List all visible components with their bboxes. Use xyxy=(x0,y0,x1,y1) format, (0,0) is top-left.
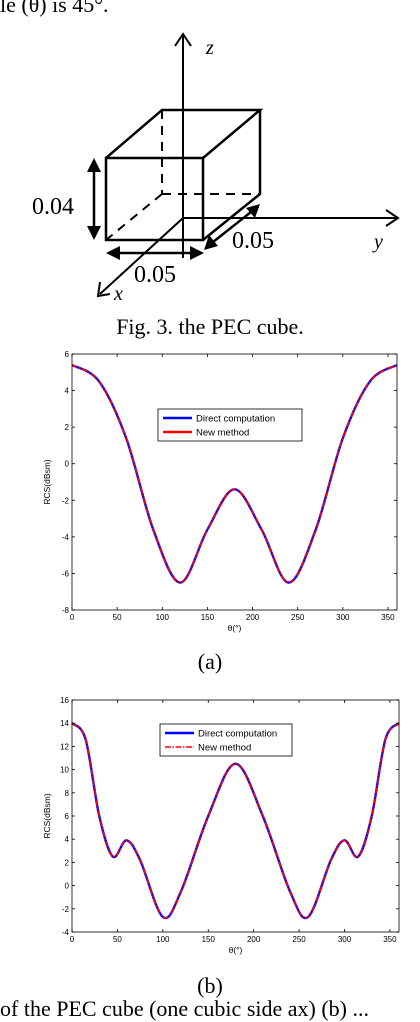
y-axis-arrow xyxy=(385,209,400,227)
legend-entry: Direct computation xyxy=(198,729,277,740)
y-tick-label: -4 xyxy=(62,533,70,542)
height-arrowhead-bottom xyxy=(87,226,101,240)
y-tick-label: -8 xyxy=(62,606,70,615)
figure-3-caption: Fig. 3. the PEC cube. xyxy=(116,314,304,339)
cube-top-face xyxy=(105,108,264,159)
x-tick-label: 300 xyxy=(338,935,352,944)
x-tick-label: 0 xyxy=(70,935,75,944)
x-tick-label: 50 xyxy=(113,935,122,944)
depth-label: 0.05 xyxy=(232,228,274,254)
legend-box xyxy=(157,408,303,442)
cube-hidden-edge-depth xyxy=(105,193,163,241)
width-arrowhead-left xyxy=(106,246,120,260)
y-tick-label: -4 xyxy=(62,928,70,937)
plot-frame xyxy=(71,353,398,611)
x-tick-label: 200 xyxy=(247,935,261,944)
x-tick-label: 50 xyxy=(113,613,122,622)
depth-dimension-line xyxy=(207,207,257,247)
y-tick-label: -2 xyxy=(62,905,70,914)
y-tick-label: 10 xyxy=(60,766,69,775)
width-arrowhead-right xyxy=(190,246,204,260)
y-axis-label: RCS(dBsm) xyxy=(42,459,52,505)
y-tick-label: 0 xyxy=(65,882,70,891)
y-axis-label: RCS(dBsm) xyxy=(42,793,52,839)
y-tick-label: 8 xyxy=(65,789,70,798)
subfigure-label-a: (a) xyxy=(197,649,223,674)
x-tick-label: 150 xyxy=(202,935,216,944)
legend-entry: Direct computation xyxy=(196,414,275,425)
y-tick-label: -2 xyxy=(62,496,70,505)
height-label: 0.04 xyxy=(32,194,74,220)
y-tick-label: 4 xyxy=(65,835,70,844)
y-tick-label: 14 xyxy=(60,719,69,728)
top-text-fragment: le (θ) is 45°. xyxy=(0,0,109,17)
legend-entry: New method xyxy=(198,743,251,754)
x-axis-arrow xyxy=(96,281,111,298)
x-tick-label: 0 xyxy=(70,613,75,622)
bottom-text-fragment: of the PEC cube (one cubic side ax) (b) … xyxy=(0,996,369,1021)
x-tick-label: 100 xyxy=(156,935,170,944)
z-axis-arrow xyxy=(174,32,192,47)
x-axis-label: θ(°) xyxy=(228,623,242,633)
height-arrowhead-top xyxy=(87,158,101,172)
x-tick-label: 250 xyxy=(291,613,305,622)
x-tick-label: 100 xyxy=(156,613,170,622)
rcs-chart-a: 0 50 100 150 200 250 300 350 -8 -6 -4 -2 0 2 4 6 θ(°) RCS… xyxy=(42,350,398,633)
y-tick-label: 2 xyxy=(65,858,70,867)
y-tick-label: 12 xyxy=(60,742,69,751)
series-line-new-method xyxy=(71,364,398,584)
series-line-direct-computation xyxy=(71,722,400,920)
x-tick-label: 350 xyxy=(381,613,395,622)
depth-arrowhead-back xyxy=(246,204,260,218)
y-tick-label: -6 xyxy=(62,569,70,578)
width-label: 0.05 xyxy=(134,262,176,288)
y-tick-label: 0 xyxy=(65,460,70,469)
y-tick-label: 16 xyxy=(60,696,69,705)
x-tick-label: 200 xyxy=(246,613,260,622)
y-tick-label: 6 xyxy=(65,350,70,359)
x-axis-label: θ(°) xyxy=(229,945,243,955)
x-tick-label: 300 xyxy=(336,613,350,622)
y-tick-label: 2 xyxy=(65,423,70,432)
cube-right-face xyxy=(202,110,262,241)
y-tick-label: 6 xyxy=(65,812,70,821)
legend-box xyxy=(159,723,293,757)
cube-front-face xyxy=(104,156,205,242)
legend-entry: New method xyxy=(196,428,249,439)
z-axis-label: z xyxy=(205,37,214,59)
series-line-direct-computation xyxy=(71,363,398,584)
depth-arrowhead-front xyxy=(204,235,218,250)
subfigure-label-b: (b) xyxy=(197,973,223,998)
x-axis-label: x xyxy=(113,283,123,305)
x-axis xyxy=(99,217,184,295)
y-tick-label: 4 xyxy=(65,387,70,396)
pec-cube-diagram: z y x 0.04 0.05 0.05 xyxy=(32,32,400,305)
x-tick-label: 250 xyxy=(292,935,306,944)
y-axis-label: y xyxy=(372,231,383,253)
x-tick-label: 350 xyxy=(383,935,397,944)
x-tick-label: 150 xyxy=(201,613,215,622)
rcs-chart-b: 0 50 100 150 200 250 300 350 -4 -2 0 2 4 6 8 10 12 14 16 θ(… xyxy=(42,696,400,955)
